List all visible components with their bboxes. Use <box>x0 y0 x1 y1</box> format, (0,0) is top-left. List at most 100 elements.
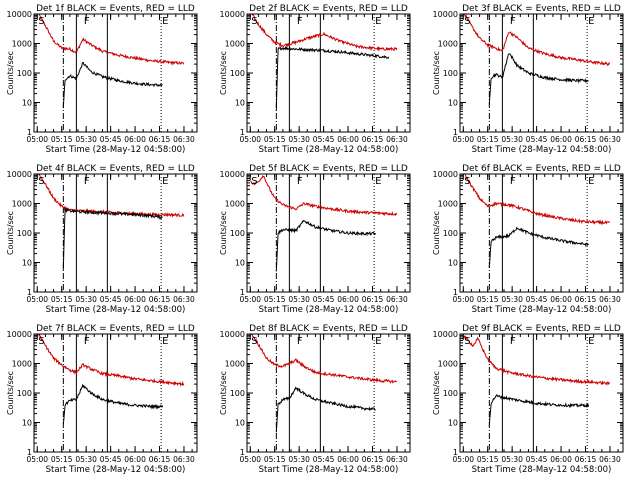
y-tick-label: 10 <box>448 99 458 108</box>
x-tick-label: 06:30 <box>173 135 195 144</box>
series-lld-red <box>462 335 610 386</box>
x-tick-label: 06:30 <box>599 455 621 464</box>
y-tick-label: 1 <box>453 288 458 297</box>
y-tick-label: 10000 <box>7 330 32 339</box>
series-events-black <box>488 53 589 105</box>
x-tick-label: 05:15 <box>264 295 286 304</box>
x-tick-label: 06:30 <box>599 135 621 144</box>
x-tick-label: 06:00 <box>550 135 572 144</box>
panel-det-7: Det 7f BLACK = Events, RED = LLD S F E 1 10 10… <box>6 324 198 475</box>
x-tick-label: 05:45 <box>313 455 335 464</box>
x-tick-label: 05:45 <box>100 135 122 144</box>
marker-s: S <box>251 16 257 27</box>
marker-s: S <box>464 176 470 187</box>
x-tick-label: 06:00 <box>124 295 146 304</box>
marker-s: S <box>38 16 44 27</box>
panel-title: Det 2f BLACK = Events, RED = LLD <box>249 4 408 14</box>
x-tick-label: 05:30 <box>75 135 97 144</box>
y-axis-label: Counts/sec <box>219 51 228 95</box>
x-tick-label: 06:15 <box>575 455 597 464</box>
x-tick-label: 05:45 <box>313 135 335 144</box>
x-tick-label: 06:15 <box>149 135 171 144</box>
y-tick-label: 10000 <box>220 330 245 339</box>
y-tick-label: 1000 <box>12 40 32 49</box>
series-lld-red <box>38 334 185 387</box>
y-tick-label: 100 <box>17 389 32 398</box>
x-tick-label: 05:00 <box>239 455 261 464</box>
series-lld-red <box>463 14 610 67</box>
x-axis-label: Start Time (28-May-12 04:58:00) <box>472 465 612 475</box>
plot-frame <box>33 333 198 453</box>
x-tick-label: 05:30 <box>75 295 97 304</box>
y-tick-label: 1 <box>453 128 458 137</box>
x-tick-label: 05:45 <box>526 295 548 304</box>
x-tick-label: 06:00 <box>337 135 359 144</box>
x-axis-label: Start Time (28-May-12 04:58:00) <box>472 145 612 155</box>
x-tick-label: 05:15 <box>51 295 73 304</box>
y-tick-label: 10000 <box>7 170 32 179</box>
y-tick-label: 1 <box>27 128 32 137</box>
marker-f: F <box>297 176 303 187</box>
x-tick-label: 05:30 <box>501 455 523 464</box>
marker-e: E <box>588 16 594 27</box>
panel-title: Det 3f BLACK = Events, RED = LLD <box>462 4 621 14</box>
x-tick-label: 05:15 <box>264 135 286 144</box>
y-tick-label: 10000 <box>433 170 458 179</box>
y-tick-label: 1000 <box>12 360 32 369</box>
x-axis-label: Start Time (28-May-12 04:58:00) <box>259 305 399 315</box>
plot-frame <box>459 173 624 293</box>
y-tick-label: 100 <box>230 389 245 398</box>
marker-e: E <box>162 16 168 27</box>
panel-title: Det 7f BLACK = Events, RED = LLD <box>36 324 195 334</box>
marker-s: S <box>251 336 257 347</box>
x-tick-label: 06:00 <box>550 455 572 464</box>
x-tick-label: 05:45 <box>100 455 122 464</box>
marker-s: S <box>38 336 44 347</box>
plot-area <box>250 174 398 292</box>
series-events-black <box>62 383 164 425</box>
y-tick-label: 1000 <box>438 360 458 369</box>
x-tick-label: 05:00 <box>452 135 474 144</box>
y-tick-label: 100 <box>443 69 458 78</box>
x-tick-label: 06:00 <box>550 295 572 304</box>
plot-area <box>38 14 185 132</box>
y-tick-label: 1000 <box>225 40 245 49</box>
x-tick-label: 05:30 <box>501 295 523 304</box>
panel-title: Det 5f BLACK = Events, RED = LLD <box>249 164 408 174</box>
panel-det-4: Det 4f BLACK = Events, RED = LLD S F E 1 10 10… <box>6 164 198 315</box>
plot-area <box>251 14 398 132</box>
marker-e: E <box>588 176 594 187</box>
y-tick-label: 100 <box>230 229 245 238</box>
x-tick-label: 06:30 <box>599 295 621 304</box>
x-tick-label: 06:00 <box>337 455 359 464</box>
panel-title: Det 1f BLACK = Events, RED = LLD <box>36 4 195 14</box>
series-events-black <box>275 45 390 111</box>
panel-det-5: Det 5f BLACK = Events, RED = LLD S F E 1 10 10… <box>219 164 411 315</box>
marker-f: F <box>510 336 516 347</box>
series-events-black <box>62 62 163 109</box>
x-tick-label: 05:15 <box>477 135 499 144</box>
y-tick-label: 1000 <box>12 200 32 209</box>
x-tick-label: 05:30 <box>501 135 523 144</box>
y-tick-label: 1000 <box>438 40 458 49</box>
x-tick-label: 05:30 <box>288 295 310 304</box>
panel-title: Det 6f BLACK = Events, RED = LLD <box>462 164 621 174</box>
series-events-black <box>488 394 590 427</box>
marker-f: F <box>84 176 90 187</box>
x-axis-label: Start Time (28-May-12 04:58:00) <box>46 305 186 315</box>
x-tick-label: 06:00 <box>337 295 359 304</box>
marker-s: S <box>251 176 257 187</box>
marker-e: E <box>162 336 168 347</box>
x-tick-label: 05:00 <box>239 135 261 144</box>
series-lld-red <box>251 14 398 52</box>
panel-title: Det 9f BLACK = Events, RED = LLD <box>462 324 621 334</box>
x-tick-label: 06:15 <box>362 455 384 464</box>
y-axis-label: Counts/sec <box>432 51 441 95</box>
y-axis-label: Counts/sec <box>219 371 228 415</box>
x-axis-label: Start Time (28-May-12 04:58:00) <box>46 145 186 155</box>
y-tick-label: 10000 <box>433 330 458 339</box>
marker-f: F <box>297 16 303 27</box>
x-tick-label: 06:15 <box>575 295 597 304</box>
x-tick-label: 06:30 <box>173 295 195 304</box>
